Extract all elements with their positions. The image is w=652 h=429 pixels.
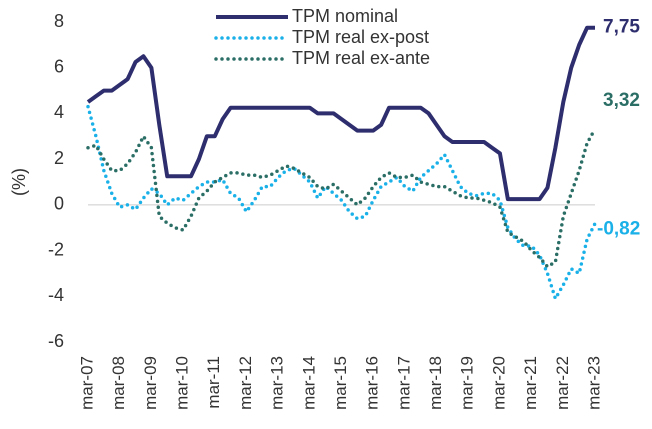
x-tick-label: mar-17: [394, 356, 413, 410]
x-tick-label: mar-09: [141, 356, 160, 410]
x-tick-label: mar-23: [584, 356, 603, 410]
x-tick-label: mar-12: [236, 356, 255, 410]
y-tick-label: 6: [54, 56, 64, 76]
x-tick-label: mar-10: [173, 356, 192, 410]
x-tick-label: mar-16: [363, 356, 382, 410]
series-line: [86, 25, 595, 202]
x-tick-label: mar-11: [204, 356, 223, 409]
x-tick-label: mar-18: [426, 356, 445, 410]
x-tick-label: mar-08: [109, 356, 128, 410]
x-tick-label: mar-15: [331, 356, 350, 410]
legend-label: TPM real ex-post: [292, 27, 429, 47]
end-label: -0,82: [597, 219, 640, 240]
x-tick-label: mar-20: [489, 356, 508, 410]
x-tick-label: mar-14: [299, 356, 318, 410]
end-label: 7,75: [603, 17, 640, 38]
x-tick-label: mar-13: [268, 356, 287, 410]
end-label: 3,32: [603, 90, 640, 111]
legend-label: TPM real ex-ante: [292, 48, 430, 68]
series-line: [86, 127, 597, 269]
x-tick-label: mar-07: [77, 356, 96, 410]
y-tick-label: 2: [54, 148, 64, 168]
y-tick-label: -4: [48, 285, 64, 305]
x-tick-label: mar-21: [521, 356, 540, 410]
x-tick-label: mar-22: [553, 356, 572, 410]
y-tick-label: 4: [54, 102, 64, 122]
y-axis-label: (%): [9, 168, 29, 196]
x-tick-label: mar-19: [458, 356, 477, 410]
series-line: [86, 104, 597, 303]
y-tick-label: 0: [54, 194, 64, 214]
legend-label: TPM nominal: [292, 6, 398, 26]
y-tick-label: -6: [48, 331, 64, 351]
y-tick-label: -2: [48, 239, 64, 259]
y-tick-label: 8: [54, 11, 64, 31]
